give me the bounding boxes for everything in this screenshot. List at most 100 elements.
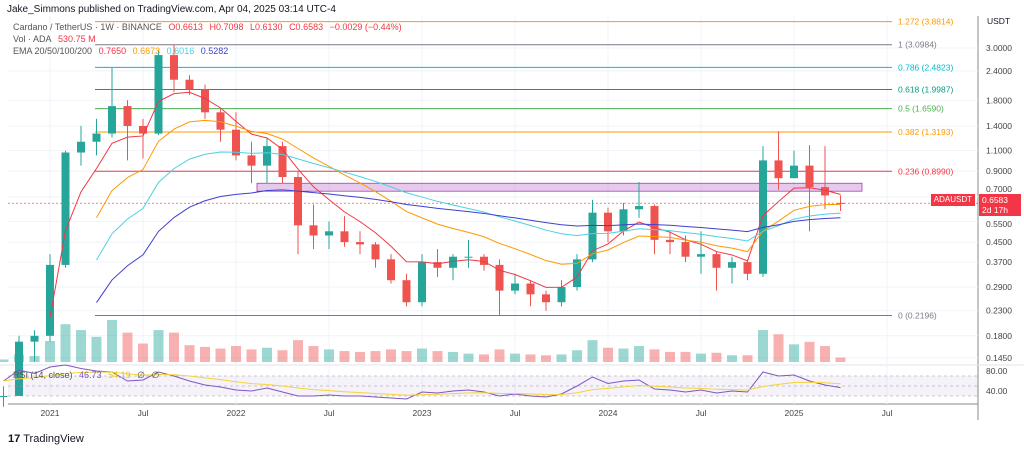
candle-body — [511, 283, 519, 291]
x-tick-label: 2024 — [599, 408, 618, 418]
volume-bar — [339, 351, 350, 362]
ema-legend: EMA 20/50/100/200 0.7650 0.6673 0.6016 0… — [13, 46, 232, 56]
volume-bar — [711, 352, 722, 362]
volume-bar — [789, 344, 799, 362]
volume-bar — [0, 359, 9, 362]
volume-bar — [680, 351, 691, 362]
symbol-name[interactable]: Cardano / TetherUS · 1W · BINANCE — [13, 22, 162, 32]
candle-body — [139, 125, 147, 134]
volume-bar — [587, 340, 598, 362]
rsi-tick-label: 80.00 — [986, 366, 1008, 376]
candle-body — [495, 264, 504, 291]
volume-bar — [76, 330, 86, 362]
fib-level-label: 0.236 (0.8990) — [898, 166, 953, 176]
candle-body — [185, 79, 194, 90]
x-tick-label: Jul — [696, 408, 707, 418]
y-tick-label: 0.1800 — [986, 331, 1012, 341]
fib-level-label: 0.786 (2.4823) — [898, 62, 953, 72]
candle-body — [666, 239, 674, 243]
resistance-zone — [256, 182, 863, 192]
ema50-line — [96, 119, 841, 265]
publish-info: Jake_Simmons published on TradingView.co… — [7, 4, 336, 15]
candle-body — [46, 264, 54, 336]
volume-bar — [742, 355, 753, 362]
volume-bar — [479, 354, 489, 362]
candle-body — [697, 254, 705, 257]
candle-body — [77, 141, 85, 153]
last-price: 0.6583 — [982, 195, 1008, 205]
y-tick-label: 0.4500 — [986, 237, 1012, 247]
candle-body — [836, 202, 845, 204]
x-tick-label: Jul — [510, 408, 521, 418]
candle-body — [0, 395, 8, 397]
candle-body — [30, 335, 39, 342]
fib-level-label: 0 (0.2196) — [898, 310, 937, 320]
currency-label[interactable]: USDT — [987, 16, 1011, 26]
volume-bar — [386, 349, 396, 362]
logo-text: TradingView — [23, 433, 84, 445]
candle-body — [557, 287, 566, 303]
ema200-value: 0.5282 — [200, 46, 229, 56]
tradingview-logo-icon: 17 — [8, 433, 21, 445]
volume-bar — [262, 347, 272, 362]
candle-body — [309, 225, 318, 236]
volume-bar — [293, 340, 303, 362]
volume-bar — [432, 351, 443, 362]
volume-bar — [231, 346, 241, 362]
candle-body — [635, 206, 643, 210]
fib-level-label: 1 (3.0984) — [898, 40, 937, 50]
y-tick-label: 0.2300 — [986, 306, 1012, 316]
ema-label[interactable]: EMA 20/50/100/200 — [13, 46, 93, 56]
candle-body — [573, 259, 581, 288]
candle-body — [542, 294, 550, 303]
rsi-na-1: ∅ — [137, 370, 145, 380]
candle-body — [449, 256, 457, 268]
volume-bar — [665, 351, 675, 362]
volume-label[interactable]: Vol · ADA — [13, 34, 52, 44]
volume-bar — [45, 341, 55, 362]
fib-level-label: 0.618 (1.9987) — [898, 85, 953, 95]
y-tick-label: 0.7000 — [986, 184, 1012, 194]
candle-body — [232, 129, 240, 156]
candle-body — [805, 165, 814, 188]
volume-bar — [618, 348, 629, 362]
y-tick-label: 0.1450 — [986, 353, 1012, 363]
ema20-line — [49, 91, 841, 318]
volume-bar — [556, 354, 567, 362]
volume-bar — [324, 349, 334, 362]
volume-bar — [169, 332, 179, 362]
candle-body — [588, 212, 597, 260]
candle-body — [278, 146, 287, 178]
volume-bar — [153, 330, 164, 362]
ohlc-change: −0.0029 (−0.44%) — [329, 22, 402, 32]
candle-body — [604, 212, 612, 232]
candle-body — [418, 262, 426, 303]
tradingview-logo[interactable]: 17 TradingView — [8, 433, 84, 445]
x-tick-label: 2025 — [785, 408, 804, 418]
volume-bar — [246, 349, 257, 362]
candle-body — [340, 231, 349, 243]
y-tick-label: 0.9000 — [986, 166, 1012, 176]
volume-value: 530.75 M — [58, 34, 96, 44]
candle-body — [356, 242, 364, 245]
y-tick-label: 2.4000 — [986, 66, 1012, 76]
candle-body — [263, 146, 271, 166]
rsi-legend: RSI (14, close) 46.73 54.19 ∅ ∅ — [13, 370, 163, 381]
rsi-value: 46.73 — [79, 370, 102, 380]
volume-bar — [603, 347, 613, 362]
volume-bar — [820, 346, 830, 362]
rsi-label[interactable]: RSI (14, close) — [13, 370, 73, 380]
candle-body — [123, 106, 132, 126]
volume-bar — [355, 351, 365, 362]
rsi-tick-label: 40.00 — [986, 386, 1008, 396]
candle-body — [821, 187, 829, 196]
candle-body — [728, 262, 736, 268]
volume-bar — [463, 353, 474, 362]
x-tick-label: Jul — [138, 408, 149, 418]
y-tick-label: 0.5500 — [986, 219, 1012, 229]
volume-bar — [277, 350, 288, 362]
candle-body — [247, 155, 256, 166]
x-tick-label: 2023 — [413, 408, 432, 418]
candle-body — [681, 242, 690, 257]
